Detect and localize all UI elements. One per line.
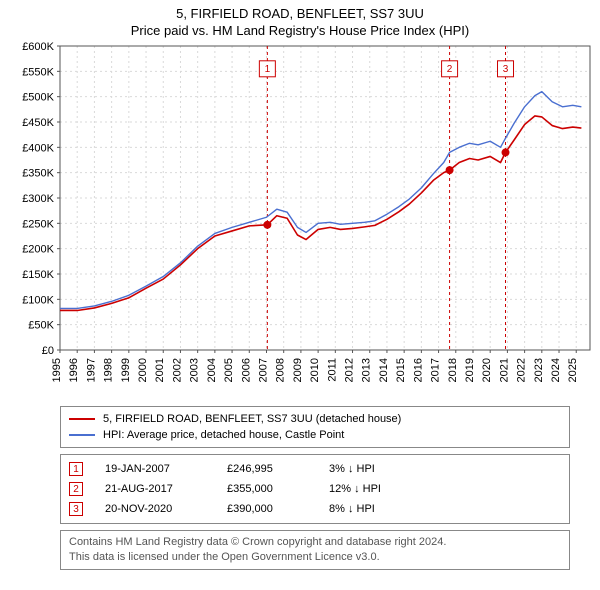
svg-text:3: 3 <box>503 64 509 75</box>
svg-text:2007: 2007 <box>257 358 269 382</box>
svg-text:2024: 2024 <box>550 358 562 382</box>
svg-text:£350K: £350K <box>22 168 54 180</box>
sale-diff: 8% ↓ HPI <box>329 503 409 515</box>
svg-text:1999: 1999 <box>120 358 132 382</box>
svg-text:£600K: £600K <box>22 41 54 53</box>
svg-text:£50K: £50K <box>28 320 54 332</box>
legend: 5, FIRFIELD ROAD, BENFLEET, SS7 3UU (det… <box>60 406 570 448</box>
title-subtitle: Price paid vs. HM Land Registry's House … <box>4 23 596 38</box>
sale-date: 19-JAN-2007 <box>105 463 205 475</box>
svg-text:2009: 2009 <box>292 358 304 382</box>
svg-text:2010: 2010 <box>309 358 321 382</box>
svg-text:2025: 2025 <box>567 358 579 382</box>
svg-text:1995: 1995 <box>51 358 63 382</box>
legend-item: 5, FIRFIELD ROAD, BENFLEET, SS7 3UU (det… <box>69 411 561 427</box>
svg-text:£400K: £400K <box>22 142 54 154</box>
svg-text:£150K: £150K <box>22 269 54 281</box>
svg-text:2008: 2008 <box>275 358 287 382</box>
sale-price: £355,000 <box>227 483 307 495</box>
legend-label: HPI: Average price, detached house, Cast… <box>103 429 344 441</box>
svg-text:2022: 2022 <box>516 358 528 382</box>
svg-text:£100K: £100K <box>22 294 54 306</box>
license-note: Contains HM Land Registry data © Crown c… <box>60 530 570 570</box>
sale-point-1 <box>263 221 271 229</box>
svg-text:£250K: £250K <box>22 218 54 230</box>
sale-marker-badge: 3 <box>69 502 83 516</box>
title-address: 5, FIRFIELD ROAD, BENFLEET, SS7 3UU <box>4 6 596 21</box>
svg-text:2005: 2005 <box>223 358 235 382</box>
sale-price: £246,995 <box>227 463 307 475</box>
svg-text:1997: 1997 <box>85 358 97 382</box>
svg-text:1998: 1998 <box>103 358 115 382</box>
svg-text:2012: 2012 <box>344 358 356 382</box>
sale-date: 21-AUG-2017 <box>105 483 205 495</box>
svg-text:1: 1 <box>265 64 271 75</box>
sale-date: 20-NOV-2020 <box>105 503 205 515</box>
sale-marker-badge: 2 <box>69 482 83 496</box>
svg-text:1996: 1996 <box>68 358 80 382</box>
legend-label: 5, FIRFIELD ROAD, BENFLEET, SS7 3UU (det… <box>103 413 401 425</box>
sales-table: 1 19-JAN-2007 £246,995 3% ↓ HPI 2 21-AUG-2017… <box>60 454 570 524</box>
sale-point-2 <box>446 166 454 174</box>
legend-swatch <box>69 434 95 436</box>
svg-text:2004: 2004 <box>206 358 218 382</box>
svg-text:2000: 2000 <box>137 358 149 382</box>
legend-swatch <box>69 418 95 420</box>
sale-marker-badge: 1 <box>69 462 83 476</box>
license-line1: Contains HM Land Registry data © Crown c… <box>69 535 561 550</box>
sale-diff: 3% ↓ HPI <box>329 463 409 475</box>
svg-text:2001: 2001 <box>154 358 166 382</box>
svg-text:2011: 2011 <box>326 358 338 382</box>
svg-text:2: 2 <box>447 64 453 75</box>
sale-row: 2 21-AUG-2017 £355,000 12% ↓ HPI <box>69 479 561 499</box>
svg-text:2006: 2006 <box>240 358 252 382</box>
chart-area: £0 £50K £100K £150K £200K £250K £300K £350K £400… <box>0 40 600 400</box>
line-chart: £0 £50K £100K £150K £200K £250K £300K £350K £400… <box>0 40 600 400</box>
svg-text:2023: 2023 <box>533 358 545 382</box>
svg-text:£500K: £500K <box>22 92 54 104</box>
svg-text:2003: 2003 <box>189 358 201 382</box>
svg-text:2017: 2017 <box>430 358 442 382</box>
chart-titles: 5, FIRFIELD ROAD, BENFLEET, SS7 3UU Pric… <box>0 0 600 40</box>
sale-diff: 12% ↓ HPI <box>329 483 409 495</box>
svg-text:£550K: £550K <box>22 66 54 78</box>
svg-text:2019: 2019 <box>464 358 476 382</box>
svg-text:2014: 2014 <box>378 358 390 382</box>
svg-text:£200K: £200K <box>22 244 54 256</box>
sale-row: 3 20-NOV-2020 £390,000 8% ↓ HPI <box>69 499 561 519</box>
svg-text:£0: £0 <box>42 345 54 357</box>
svg-text:2018: 2018 <box>447 358 459 382</box>
svg-text:2015: 2015 <box>395 358 407 382</box>
svg-text:2021: 2021 <box>498 358 510 382</box>
svg-text:2016: 2016 <box>412 358 424 382</box>
sale-row: 1 19-JAN-2007 £246,995 3% ↓ HPI <box>69 459 561 479</box>
sale-price: £390,000 <box>227 503 307 515</box>
sale-point-3 <box>502 148 510 156</box>
license-line2: This data is licensed under the Open Gov… <box>69 550 561 565</box>
svg-text:£450K: £450K <box>22 117 54 129</box>
svg-text:2013: 2013 <box>361 358 373 382</box>
svg-text:2020: 2020 <box>481 358 493 382</box>
legend-item: HPI: Average price, detached house, Cast… <box>69 427 561 443</box>
svg-text:£300K: £300K <box>22 193 54 205</box>
svg-text:2002: 2002 <box>171 358 183 382</box>
